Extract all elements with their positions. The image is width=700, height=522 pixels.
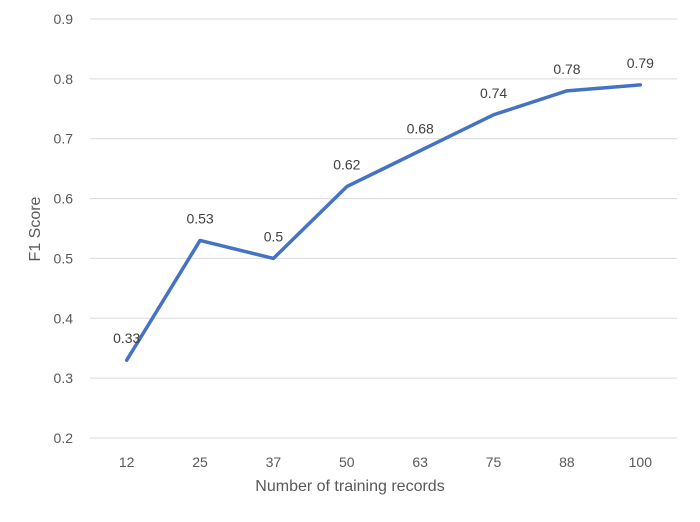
y-tick-label: 0.2 bbox=[54, 430, 74, 446]
x-tick-label: 88 bbox=[559, 454, 575, 470]
x-axis-tick-labels: 12 25 37 50 63 75 88 100 bbox=[119, 454, 652, 470]
data-label: 0.79 bbox=[627, 55, 654, 71]
data-point bbox=[492, 113, 496, 117]
y-tick-label: 0.3 bbox=[54, 370, 74, 386]
y-tick-label: 0.9 bbox=[54, 11, 74, 27]
data-labels: 0.33 0.53 0.5 0.62 0.68 0.74 0.78 0.79 bbox=[113, 55, 654, 346]
x-axis-title: Number of training records bbox=[255, 478, 444, 495]
data-point bbox=[565, 89, 569, 93]
y-tick-label: 0.6 bbox=[54, 191, 74, 207]
data-label: 0.53 bbox=[186, 210, 213, 226]
data-point bbox=[271, 256, 275, 260]
x-tick-label: 50 bbox=[339, 454, 355, 470]
y-axis-title: F1 Score bbox=[27, 196, 44, 261]
data-label: 0.74 bbox=[480, 85, 507, 101]
data-label: 0.33 bbox=[113, 330, 140, 346]
y-tick-label: 0.7 bbox=[54, 131, 74, 147]
data-point bbox=[198, 238, 202, 242]
x-tick-label: 63 bbox=[412, 454, 428, 470]
y-tick-label: 0.8 bbox=[54, 71, 74, 87]
data-label: 0.62 bbox=[333, 157, 360, 173]
data-label: 0.78 bbox=[553, 61, 580, 77]
y-tick-label: 0.4 bbox=[54, 310, 74, 326]
x-tick-label: 12 bbox=[119, 454, 135, 470]
data-point bbox=[345, 185, 349, 189]
data-point bbox=[638, 83, 642, 87]
data-point bbox=[418, 149, 422, 153]
x-tick-label: 75 bbox=[486, 454, 502, 470]
y-axis-tick-labels: 0.2 0.3 0.4 0.5 0.6 0.7 0.8 0.9 bbox=[54, 11, 74, 446]
x-tick-label: 25 bbox=[192, 454, 208, 470]
series-line bbox=[124, 83, 643, 362]
gridlines bbox=[90, 18, 677, 439]
data-label: 0.5 bbox=[264, 228, 284, 244]
x-tick-label: 37 bbox=[266, 454, 282, 470]
x-tick-label: 100 bbox=[629, 454, 653, 470]
series-group bbox=[124, 83, 643, 362]
y-tick-label: 0.5 bbox=[54, 250, 74, 266]
data-label: 0.68 bbox=[407, 121, 434, 137]
data-point bbox=[125, 358, 129, 362]
